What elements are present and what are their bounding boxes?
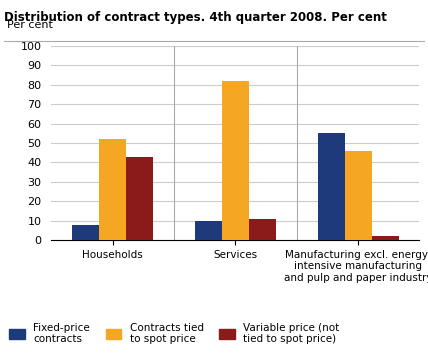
Bar: [345, 151, 372, 240]
Text: Distribution of contract types. 4th quarter 2008. Per cent: Distribution of contract types. 4th quar…: [4, 11, 387, 24]
Bar: [195, 221, 222, 240]
Bar: [222, 81, 249, 240]
Bar: [249, 219, 276, 240]
Bar: [318, 133, 345, 240]
Bar: [126, 157, 153, 240]
Legend: Fixed-price
contracts, Contracts tied
to spot price, Variable price (not
tied to: Fixed-price contracts, Contracts tied to…: [9, 323, 339, 344]
Bar: [72, 225, 99, 240]
Bar: [99, 139, 126, 240]
Text: Per cent: Per cent: [7, 20, 53, 30]
Bar: [372, 236, 398, 240]
